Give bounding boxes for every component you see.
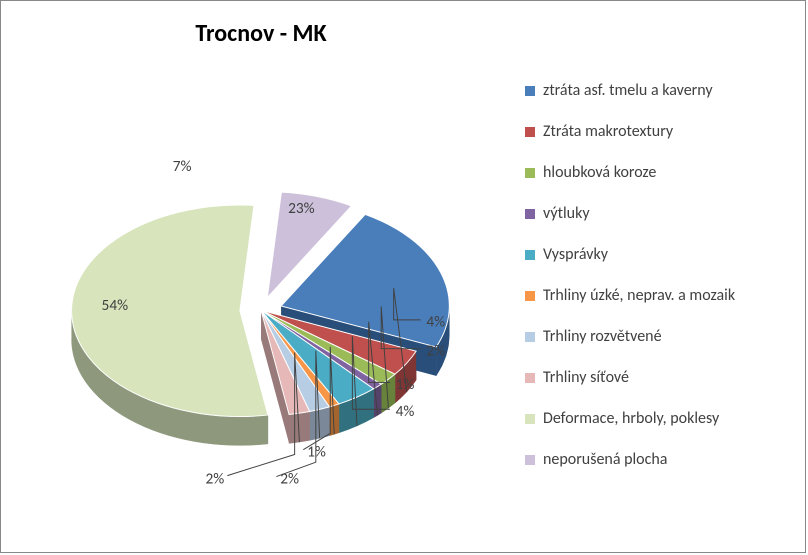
legend-swatch bbox=[525, 86, 535, 96]
legend-swatch bbox=[525, 168, 535, 178]
legend-item: Trhliny úzké, neprav. a mozaik bbox=[525, 286, 785, 305]
legend-swatch bbox=[525, 455, 535, 465]
legend-swatch bbox=[525, 332, 535, 342]
slice-pct-label: 54% bbox=[102, 296, 129, 315]
slice-pct-label: 4% bbox=[426, 313, 445, 332]
legend-item: Trhliny síťové bbox=[525, 368, 785, 387]
legend-item: výtluky bbox=[525, 204, 785, 223]
legend-swatch bbox=[525, 373, 535, 383]
legend-swatch bbox=[525, 209, 535, 219]
legend-item: Ztráta makrotextury bbox=[525, 122, 785, 141]
slice-pct-label: 7% bbox=[173, 157, 192, 176]
legend-swatch bbox=[525, 127, 535, 137]
legend-label: neporušená plocha bbox=[543, 450, 667, 469]
legend-item: hloubková koroze bbox=[525, 163, 785, 182]
legend-label: Trhliny síťové bbox=[543, 368, 629, 387]
legend: ztráta asf. tmelu a kaverny Ztráta makrot… bbox=[525, 81, 785, 469]
slice-pct-label: 1% bbox=[396, 375, 415, 394]
chart-frame: Trocnov - MK 23%4%2%1%4%1%2%2%54%7% ztrá… bbox=[0, 0, 806, 553]
slice-pct-label: 23% bbox=[288, 199, 315, 218]
legend-item: ztráta asf. tmelu a kaverny bbox=[525, 81, 785, 100]
slice-pct-label: 2% bbox=[280, 469, 299, 488]
slice-pct-label: 1% bbox=[307, 442, 326, 461]
legend-item: neporušená plocha bbox=[525, 450, 785, 469]
legend-item: Trhliny rozvětvené bbox=[525, 327, 785, 346]
slice-pct-label: 4% bbox=[396, 402, 415, 421]
legend-item: Vysprávky bbox=[525, 245, 785, 264]
pie-chart: 23% 4% 2% 1% 4% 1% 2% 2% 54% 7% bbox=[1, 41, 521, 541]
legend-swatch bbox=[525, 414, 535, 424]
legend-swatch bbox=[525, 291, 535, 301]
legend-label: Trhliny úzké, neprav. a mozaik bbox=[543, 286, 735, 305]
legend-label: výtluky bbox=[543, 204, 590, 223]
legend-label: hloubková koroze bbox=[543, 163, 656, 182]
legend-item: Deformace, hrboly, poklesy bbox=[525, 409, 785, 428]
legend-swatch bbox=[525, 250, 535, 260]
legend-label: Deformace, hrboly, poklesy bbox=[543, 409, 719, 428]
legend-label: ztráta asf. tmelu a kaverny bbox=[543, 81, 713, 100]
slice-pct-label: 2% bbox=[205, 469, 224, 488]
legend-label: Ztráta makrotextury bbox=[543, 122, 673, 141]
slice-pct-label: 2% bbox=[426, 341, 445, 360]
legend-label: Vysprávky bbox=[543, 245, 608, 264]
legend-label: Trhliny rozvětvené bbox=[543, 327, 662, 346]
